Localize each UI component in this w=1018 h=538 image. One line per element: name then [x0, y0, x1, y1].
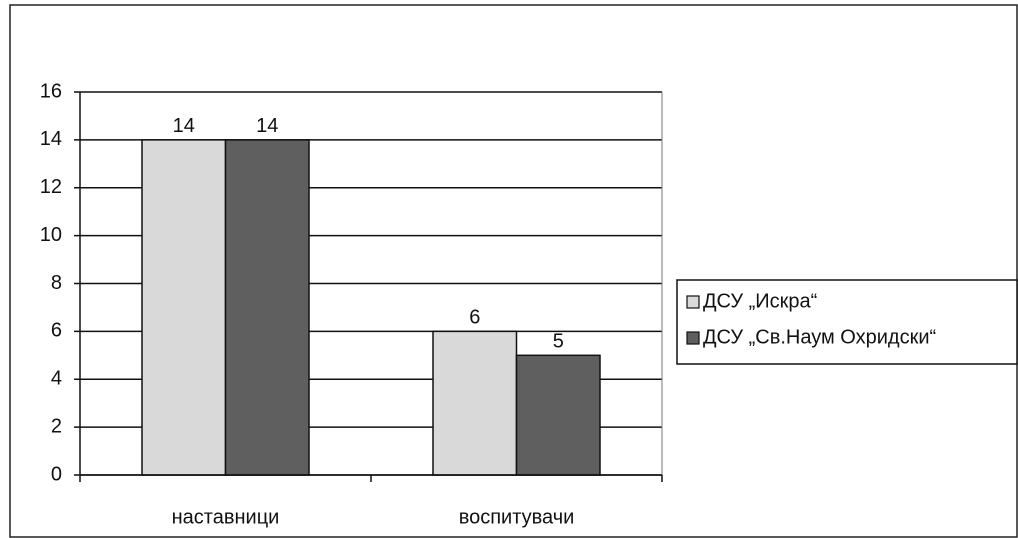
y-tick-label: 6	[51, 320, 62, 342]
legend-label: ДСУ „Св.Наум Охридски“	[703, 326, 936, 348]
legend-label: ДСУ „Искра“	[703, 290, 817, 312]
bar	[432, 330, 518, 476]
bar	[224, 139, 310, 476]
y-tick-label: 8	[51, 272, 62, 294]
y-tick-label: 0	[51, 463, 62, 485]
y-tick-label: 14	[40, 128, 62, 150]
bar	[141, 139, 227, 476]
y-tick-label: 10	[40, 224, 62, 246]
x-tick-label: воспитувачи	[459, 506, 575, 528]
data-label: 5	[553, 331, 564, 353]
y-tick-label: 4	[51, 368, 62, 390]
data-label: 14	[173, 115, 195, 137]
chart-frame	[9, 4, 1018, 538]
legend-box	[676, 279, 1018, 365]
legend-swatch	[686, 295, 700, 309]
bar	[515, 354, 601, 476]
legend-swatch	[686, 331, 700, 345]
y-tick-label: 16	[40, 80, 62, 102]
data-label: 6	[469, 307, 480, 329]
y-tick-label: 2	[51, 415, 62, 437]
x-tick-label: наставници	[172, 506, 280, 528]
y-tick-label: 12	[40, 176, 62, 198]
data-label: 14	[256, 115, 278, 137]
